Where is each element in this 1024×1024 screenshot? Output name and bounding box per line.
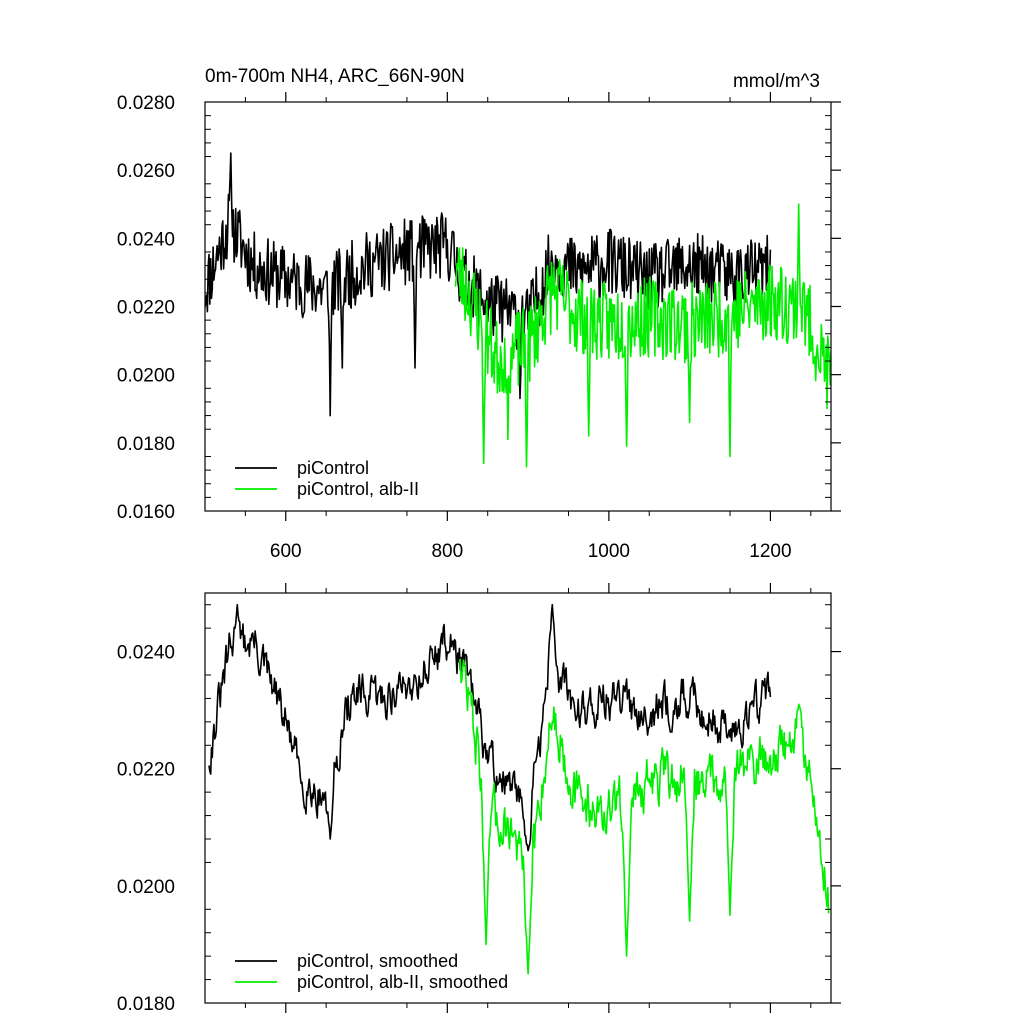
series-line-0-1	[454, 203, 831, 468]
legend-label: piControl, smoothed	[297, 951, 458, 971]
x-tick-label: 1200	[749, 541, 791, 562]
y-tick-label: 0.0260	[117, 161, 175, 182]
y-tick-label: 0.0180	[117, 994, 175, 1015]
y-tick-label: 0.0220	[117, 298, 175, 319]
y-tick-label: 0.0160	[117, 502, 175, 523]
x-tick-label: 1000	[588, 541, 630, 562]
legend-label: piControl	[297, 458, 369, 478]
series-line-1-1	[458, 658, 830, 975]
x-tick-label: 800	[431, 541, 463, 562]
top-panel: 600 800 1000 1200 0.0160 0.0180 0.0200 0.0220 0.…	[117, 92, 841, 562]
y-tick-label: 0.0240	[117, 643, 175, 664]
y-tick-label: 0.0200	[117, 366, 175, 387]
x-tick-label: 600	[270, 541, 302, 562]
bottom-panel: 0.0180 0.0200 0.0220 0.0240 piControl, smoot…	[117, 583, 841, 1015]
plot-frame	[204, 592, 832, 1004]
series-line-1-0	[208, 603, 772, 852]
chart-title: 0m-700m NH4, ARC_66N-90N	[205, 66, 465, 87]
y-tick-label: 0.0240	[117, 229, 175, 250]
y-tick-label: 0.0220	[117, 760, 175, 781]
legend-label: piControl, alb-II, smoothed	[297, 972, 508, 992]
legend-label: piControl, alb-II	[297, 479, 419, 499]
series-line-0-0	[205, 152, 772, 417]
y-tick-label: 0.0200	[117, 877, 175, 898]
y-tick-label: 0.0280	[117, 93, 175, 114]
units-label: mmol/m^3	[733, 71, 820, 92]
y-tick-label: 0.0180	[117, 434, 175, 455]
